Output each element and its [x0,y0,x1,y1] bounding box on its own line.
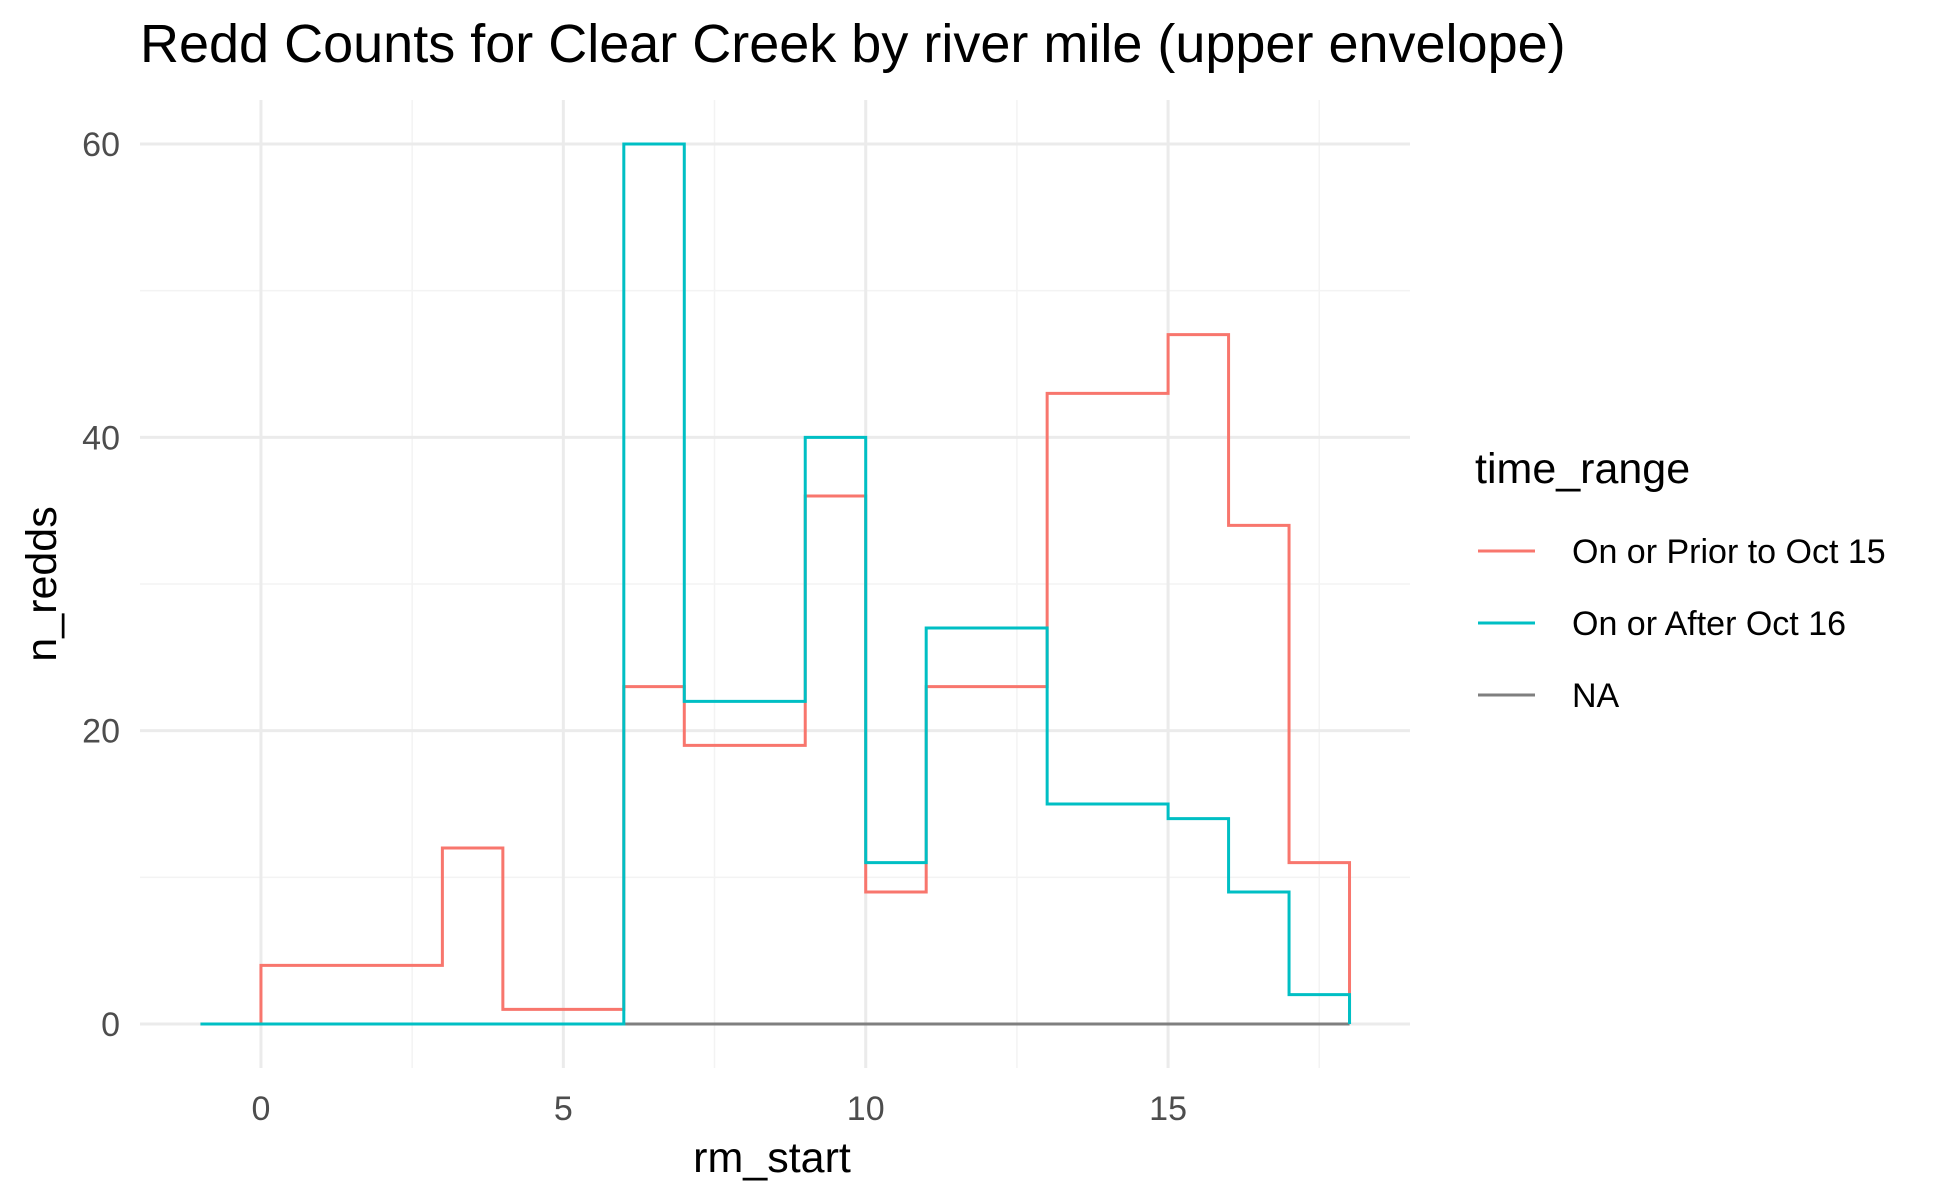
x-tick-label: 10 [847,1090,885,1128]
legend-item: On or Prior to Oct 15 [1478,533,1886,571]
legend-label: NA [1572,677,1620,715]
x-axis-label: rm_start [693,1134,851,1182]
y-tick-label: 20 [82,713,120,751]
legend: time_range On or Prior to Oct 15 On or Af… [1475,445,1886,715]
y-axis-label: n_redds [18,506,66,661]
legend-item: NA [1478,677,1620,715]
y-tick-label: 0 [101,1006,120,1044]
grid [140,100,1410,1068]
series-line-on-or-after-oct-16 [200,142,1352,1026]
legend-item: On or After Oct 16 [1478,605,1846,643]
legend-label: On or After Oct 16 [1572,605,1846,643]
x-tick-label: 15 [1149,1090,1187,1128]
legend-title: time_range [1475,445,1690,493]
x-tick-label: 0 [251,1090,270,1128]
chart-title: Redd Counts for Clear Creek by river mil… [140,14,1566,74]
legend-label: On or Prior to Oct 15 [1572,533,1886,571]
axis-ticks: 0 5 10 15 0 20 40 60 [82,126,1187,1128]
y-tick-label: 40 [82,419,120,457]
x-tick-label: 5 [554,1090,573,1128]
y-tick-label: 60 [82,126,120,164]
series-lines [200,142,1352,1026]
